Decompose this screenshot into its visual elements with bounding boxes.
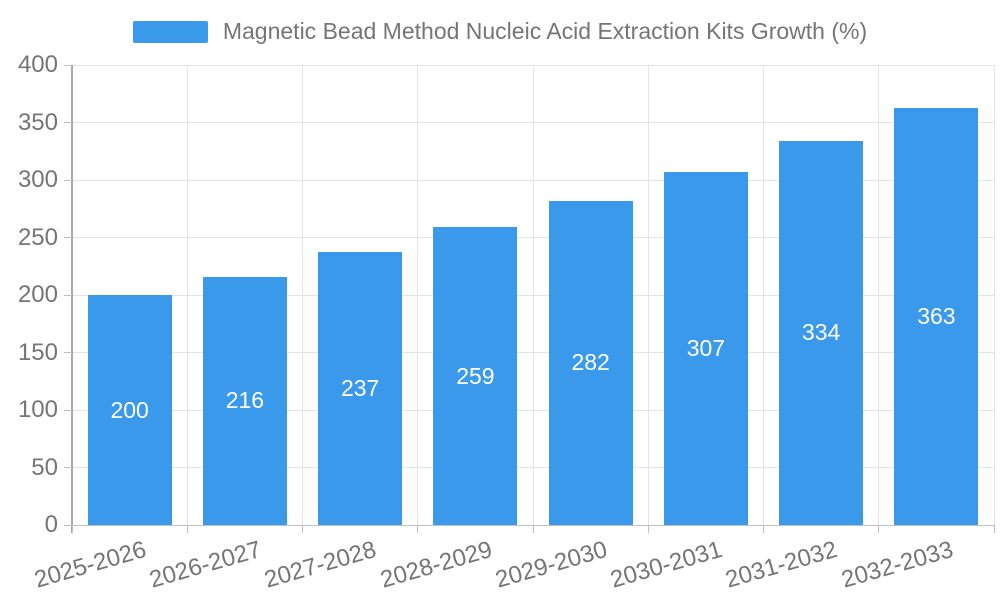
gridline-vertical — [417, 65, 419, 525]
x-axis-tick — [763, 525, 764, 533]
bar[interactable]: 216 — [202, 276, 287, 525]
bar-value-label: 307 — [686, 334, 726, 361]
y-axis-tick — [64, 524, 72, 526]
x-tick-label: 2028-2029 — [377, 536, 495, 594]
gridline-vertical — [532, 65, 534, 525]
bar[interactable]: 307 — [663, 171, 748, 525]
x-axis-tick — [186, 525, 188, 533]
bar-value-label: 237 — [340, 375, 380, 402]
x-axis-tick — [417, 525, 419, 533]
chart-legend[interactable]: Magnetic Bead Method Nucleic Acid Extrac… — [0, 18, 1000, 45]
bar[interactable]: 282 — [548, 200, 633, 525]
y-tick-label: 300 — [17, 166, 58, 193]
x-axis-tick — [878, 525, 880, 533]
x-axis-line — [72, 525, 994, 526]
bar[interactable]: 363 — [894, 107, 979, 525]
y-tick-label: 400 — [17, 51, 58, 78]
x-axis-tick — [302, 525, 303, 533]
bar[interactable]: 259 — [433, 227, 518, 525]
x-tick-label: 2031-2032 — [722, 536, 841, 594]
y-tick-label: 350 — [17, 108, 58, 136]
y-axis-line — [71, 65, 73, 533]
y-tick-label: 150 — [17, 338, 58, 366]
y-tick-label: 50 — [31, 453, 58, 481]
x-axis-tick — [993, 525, 995, 533]
y-axis-tick — [64, 352, 72, 353]
gridline-vertical — [302, 65, 303, 525]
x-tick-label: 2029-2030 — [492, 536, 611, 594]
gridline-vertical — [878, 65, 880, 525]
y-axis-tick — [64, 294, 72, 296]
x-axis-tick — [647, 525, 649, 533]
bar-value-label: 363 — [917, 302, 956, 329]
x-tick-label: 2032-2033 — [838, 536, 956, 594]
legend-label: Magnetic Bead Method Nucleic Acid Extrac… — [222, 18, 868, 44]
x-tick-label: 2030-2031 — [607, 536, 726, 594]
y-axis-tick — [64, 64, 72, 66]
bar-value-label: 259 — [456, 362, 495, 389]
x-tick-label: 2025-2026 — [31, 536, 150, 594]
bar-value-label: 334 — [801, 319, 841, 346]
bar[interactable]: 334 — [779, 140, 864, 525]
gridline-vertical — [186, 65, 188, 525]
plot-area: 0 50 100 150 200 250 300 350 400 2025-2026 2026-20… — [18, 51, 995, 594]
x-axis-tick — [532, 525, 534, 533]
y-axis-tick — [64, 409, 72, 411]
bar-value-label: 200 — [110, 396, 149, 423]
bar-value-label: 216 — [225, 387, 265, 414]
bar-value-label: 282 — [571, 349, 610, 376]
gridline-horizontal — [72, 122, 994, 123]
y-axis-tick — [64, 237, 72, 238]
gridline-horizontal — [72, 64, 994, 66]
bar[interactable]: 237 — [318, 252, 403, 525]
x-tick-label: 2027-2028 — [261, 536, 380, 594]
legend-swatch — [132, 20, 208, 43]
gridline-vertical — [763, 65, 764, 525]
y-tick-label: 200 — [17, 281, 58, 308]
x-tick-label: 2026-2027 — [146, 536, 265, 594]
y-tick-label: 100 — [17, 396, 58, 423]
y-axis-tick — [64, 467, 72, 468]
bar[interactable]: 200 — [87, 295, 172, 525]
y-tick-label: 250 — [17, 223, 58, 251]
gridline-vertical — [993, 65, 995, 525]
y-axis-tick — [64, 179, 72, 181]
y-tick-label: 0 — [44, 511, 58, 538]
x-axis-tick — [71, 525, 73, 533]
gridline-vertical — [647, 65, 649, 525]
y-axis-tick — [64, 122, 72, 123]
